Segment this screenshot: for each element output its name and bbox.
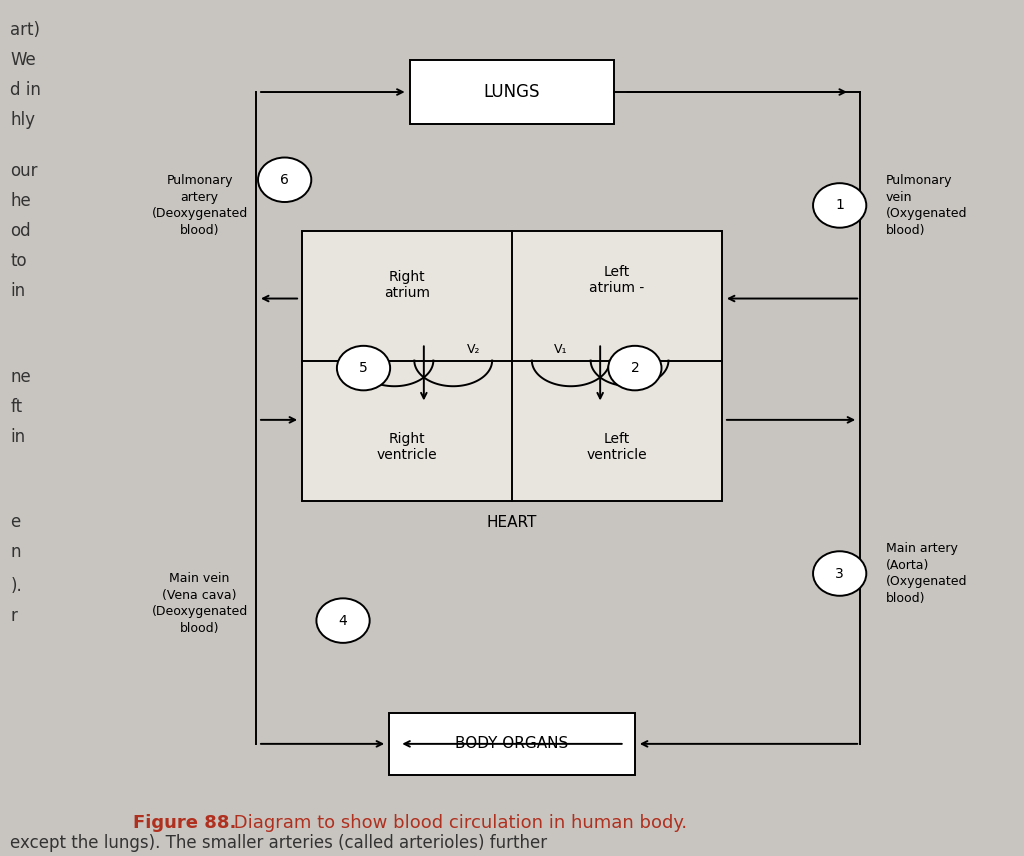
Circle shape	[258, 158, 311, 202]
Text: to: to	[10, 252, 27, 270]
Text: Left
atrium -: Left atrium -	[590, 265, 644, 294]
Text: V₁: V₁	[554, 342, 568, 356]
Text: d in: d in	[10, 80, 41, 99]
Circle shape	[813, 183, 866, 228]
Text: Main vein
(Vena cava)
(Deoxygenated
blood): Main vein (Vena cava) (Deoxygenated bloo…	[152, 572, 248, 635]
Text: hly: hly	[10, 110, 35, 129]
Text: our: our	[10, 162, 38, 181]
Text: 3: 3	[836, 567, 844, 580]
Text: n: n	[10, 543, 20, 562]
Text: HEART: HEART	[486, 514, 538, 530]
Circle shape	[608, 346, 662, 390]
Text: art): art)	[10, 21, 40, 39]
Text: 5: 5	[359, 361, 368, 375]
Text: except the lungs). The smaller arteries (called arterioles) further: except the lungs). The smaller arteries …	[10, 834, 548, 852]
Text: 4: 4	[339, 614, 347, 627]
Text: LUNGS: LUNGS	[483, 83, 541, 101]
Text: Pulmonary
artery
(Deoxygenated
blood): Pulmonary artery (Deoxygenated blood)	[152, 174, 248, 237]
Text: Left
ventricle: Left ventricle	[587, 431, 647, 462]
Text: BODY ORGANS: BODY ORGANS	[456, 736, 568, 752]
Text: Diagram to show blood circulation in human body.: Diagram to show blood circulation in hum…	[228, 814, 687, 832]
Text: r: r	[10, 607, 17, 626]
Text: V₂: V₂	[467, 342, 481, 356]
Text: 1: 1	[836, 199, 844, 212]
FancyBboxPatch shape	[410, 60, 614, 124]
Circle shape	[316, 598, 370, 643]
Text: We: We	[10, 51, 36, 69]
FancyBboxPatch shape	[389, 713, 635, 775]
Text: ).: ).	[10, 577, 22, 596]
Text: 6: 6	[281, 173, 289, 187]
Circle shape	[813, 551, 866, 596]
Text: ft: ft	[10, 397, 23, 416]
Circle shape	[337, 346, 390, 390]
Text: Main artery
(Aorta)
(Oxygenated
blood): Main artery (Aorta) (Oxygenated blood)	[886, 542, 968, 605]
Text: ne: ne	[10, 367, 31, 386]
Text: Right
ventricle: Right ventricle	[377, 431, 437, 462]
Text: Right
atrium: Right atrium	[384, 270, 430, 300]
Text: Pulmonary
vein
(Oxygenated
blood): Pulmonary vein (Oxygenated blood)	[886, 174, 968, 237]
FancyBboxPatch shape	[302, 231, 722, 501]
Text: he: he	[10, 192, 31, 211]
Text: e: e	[10, 513, 20, 532]
Text: od: od	[10, 222, 31, 241]
Text: Figure 88.: Figure 88.	[133, 814, 237, 832]
Text: in: in	[10, 282, 26, 300]
Text: in: in	[10, 427, 26, 446]
Text: 2: 2	[631, 361, 639, 375]
